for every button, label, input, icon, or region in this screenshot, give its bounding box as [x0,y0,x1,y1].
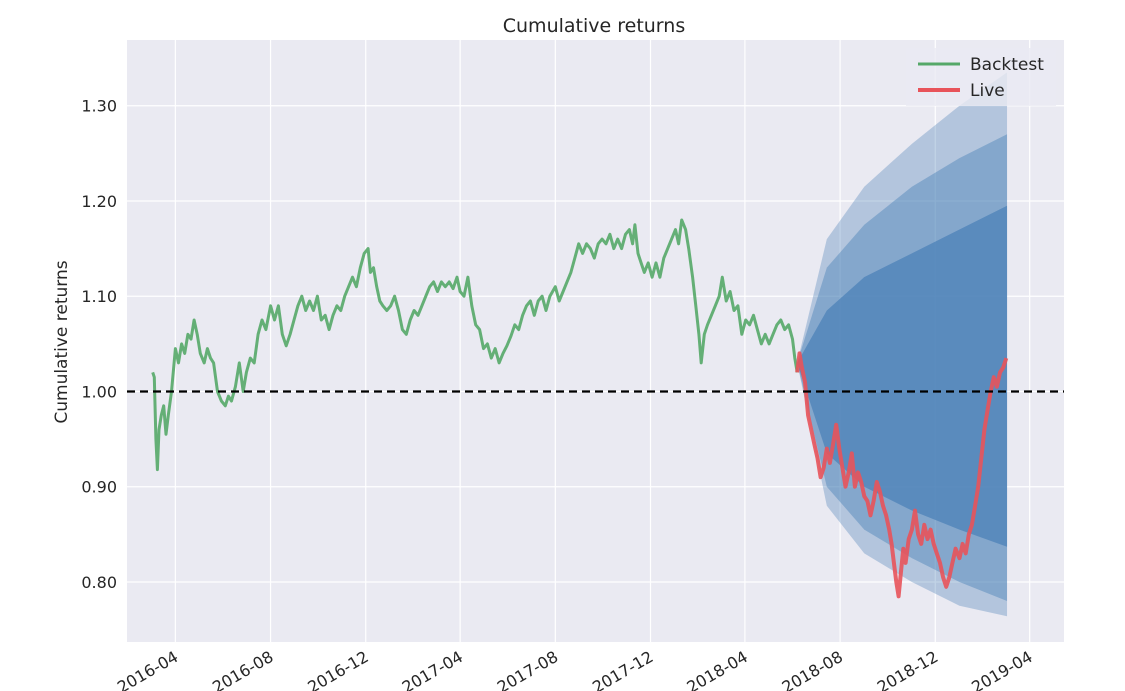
x-tick-label: 2019-04 [968,647,1035,691]
legend-label-live: Live [970,81,1005,101]
chart-title: Cumulative returns [503,15,685,37]
x-tick-label: 2016-04 [114,647,181,691]
x-tick-label: 2017-12 [589,647,656,691]
x-tick-label: 2018-12 [874,647,941,691]
x-tick-label: 2016-12 [304,647,371,691]
legend-box [906,48,1056,106]
y-tick-label: 0.90 [81,478,117,497]
y-axis-title: Cumulative returns [52,260,72,423]
x-tick-label: 2016-08 [209,647,276,691]
y-tick-label: 1.00 [81,382,117,401]
x-tick-label: 2018-08 [779,647,846,691]
x-tick-label: 2017-04 [399,647,466,691]
x-tick-label: 2018-04 [684,647,751,691]
y-tick-label: 1.10 [81,287,117,306]
y-tick-label: 1.30 [81,97,117,116]
y-tick-label: 0.80 [81,573,117,592]
legend-label-backtest: Backtest [970,55,1044,75]
y-tick-label: 1.20 [81,192,117,211]
series-line-backtest [151,218,799,472]
legend: Backtest Live [906,48,1056,106]
x-tick-label: 2017-08 [494,647,561,691]
series-line-live [795,351,1009,599]
